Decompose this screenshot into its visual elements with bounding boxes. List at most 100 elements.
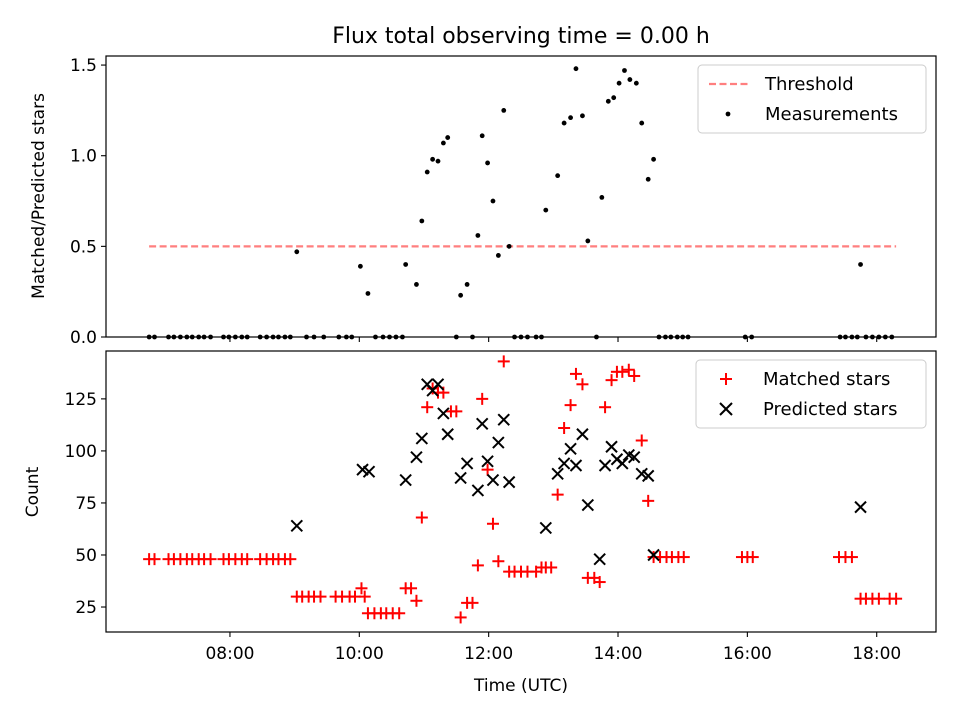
bottom-y-tick-label: 75 xyxy=(75,494,97,514)
matched-stars-point xyxy=(576,378,589,391)
matched-stars-point xyxy=(355,582,368,595)
bottom-x-tick-label: 14:00 xyxy=(594,644,643,664)
top-y-tick-label: 1.5 xyxy=(70,56,97,76)
predicted-stars-point xyxy=(290,519,303,533)
matched-stars-point xyxy=(358,590,371,603)
measurements-point xyxy=(611,95,617,101)
measurements-point xyxy=(464,282,470,287)
predicted-stars-point xyxy=(454,471,467,485)
bottom-legend-box xyxy=(695,359,927,429)
measurements-point xyxy=(645,176,651,182)
predicted-stars-point xyxy=(486,473,500,487)
matched-stars-point xyxy=(393,607,406,620)
predicted-stars-point xyxy=(616,457,629,470)
legend-matched-swatch xyxy=(720,373,732,385)
predicted-stars-point xyxy=(605,440,618,453)
predicted-stars-point xyxy=(415,432,429,445)
matched-stars-point xyxy=(551,488,564,501)
bottom-axes-frame xyxy=(105,350,937,633)
measurements-point xyxy=(490,198,496,204)
matched-stars-point xyxy=(471,559,484,572)
predicted-stars-point xyxy=(539,521,552,535)
matched-stars-point xyxy=(204,553,217,566)
matched-stars-point xyxy=(622,363,635,376)
measurements-point xyxy=(479,133,485,139)
matched-stars-point xyxy=(642,494,655,507)
bottom-x-axis-label: Time (UTC) xyxy=(473,676,568,696)
predicted-stars-point xyxy=(557,457,571,470)
predicted-stars-point xyxy=(502,475,516,489)
top-axes-frame xyxy=(105,55,937,338)
bottom-panel: 25 50 75 100 125 08:00 10:00 12:00 14:00 16:00 18… xyxy=(23,350,937,696)
matched-stars-point xyxy=(845,551,858,564)
predicted-stars-point xyxy=(460,457,474,470)
measurements-point xyxy=(555,173,561,179)
matched-stars-point xyxy=(628,369,641,382)
matched-stars-point xyxy=(616,365,629,378)
measurements-point xyxy=(430,156,436,162)
matched-stars-point xyxy=(890,592,903,605)
predicted-stars-point xyxy=(564,442,577,456)
measurements-point xyxy=(605,98,611,104)
matched-stars-point xyxy=(558,422,571,435)
bottom-x-axis: 08:00 10:00 12:00 14:00 16:00 18:00 xyxy=(205,632,901,664)
legend-predicted-swatch xyxy=(719,402,733,416)
bottom-y-axis: 25 50 75 100 125 xyxy=(65,390,106,618)
measurements-point xyxy=(506,243,512,249)
top-y-tick-label: 1.0 xyxy=(70,147,97,167)
matched-stars-point xyxy=(486,517,499,530)
predicted-stars-point xyxy=(441,428,454,441)
matched-stars-point xyxy=(454,611,467,624)
bottom-y-tick-label: 25 xyxy=(75,598,97,618)
measurements-point xyxy=(440,140,446,146)
predicted-stars-point xyxy=(593,552,606,566)
predicted-stars-point xyxy=(399,473,412,487)
legend-measurements-label: Measurements xyxy=(765,104,898,125)
matched-stars-point xyxy=(635,434,648,447)
top-y-axis: 0.0 0.5 1.0 1.5 xyxy=(70,56,106,348)
measurements-point xyxy=(627,77,633,82)
predicted-stars-point xyxy=(437,407,450,420)
predicted-stars-point xyxy=(471,484,485,497)
legend-matched-label: Matched stars xyxy=(763,369,890,390)
bottom-y-tick-label: 125 xyxy=(65,390,97,410)
matched-stars-point xyxy=(284,553,297,566)
predicted-stars-point xyxy=(431,378,445,391)
predicted-stars-point xyxy=(647,548,660,562)
matched-stars-point xyxy=(476,392,489,405)
matched-stars-point xyxy=(605,374,618,387)
bottom-x-tick-label: 18:00 xyxy=(852,644,901,664)
bottom-legend: Matched stars Predicted stars xyxy=(695,359,927,429)
predicted-stars-point xyxy=(641,469,655,483)
predicted-stars-point xyxy=(581,498,595,512)
measurements-point xyxy=(435,158,441,164)
matched-stars-point xyxy=(564,399,577,412)
predicted-stars-point xyxy=(627,450,641,464)
top-y-tick-label: 0.0 xyxy=(70,328,97,348)
matched-stars-point xyxy=(569,367,582,380)
predicted-stars-point xyxy=(362,465,376,478)
bottom-y-tick-label: 50 xyxy=(75,546,97,566)
top-y-axis-label: Matched/Predicted stars xyxy=(29,93,49,299)
predicted-stars-point xyxy=(576,428,589,441)
bottom-y-tick-label: 100 xyxy=(65,442,97,462)
measurements-point xyxy=(633,80,639,86)
measurements-point xyxy=(357,263,363,269)
measurements-point xyxy=(543,207,549,213)
top-plot-area xyxy=(146,66,897,340)
top-legend: Threshold Measurements xyxy=(697,64,927,134)
bottom-x-tick-label: 12:00 xyxy=(464,644,513,664)
measurements-point xyxy=(651,156,656,162)
measurements-point xyxy=(365,291,371,296)
top-x-axis xyxy=(229,337,878,342)
measurements-point xyxy=(424,169,430,175)
predicted-stars-point xyxy=(497,413,510,426)
legend-measurements-swatch xyxy=(725,111,731,117)
predicted-stars-point xyxy=(854,500,867,514)
measurements-point xyxy=(419,218,425,224)
measurements-point xyxy=(475,233,481,238)
bottom-x-tick-label: 10:00 xyxy=(335,644,384,664)
top-panel: 0.0 0.5 1.0 1.5 Matched/Predicted stars Thr… xyxy=(29,55,937,348)
measurements-point xyxy=(294,249,300,255)
measurements-point xyxy=(403,262,409,267)
